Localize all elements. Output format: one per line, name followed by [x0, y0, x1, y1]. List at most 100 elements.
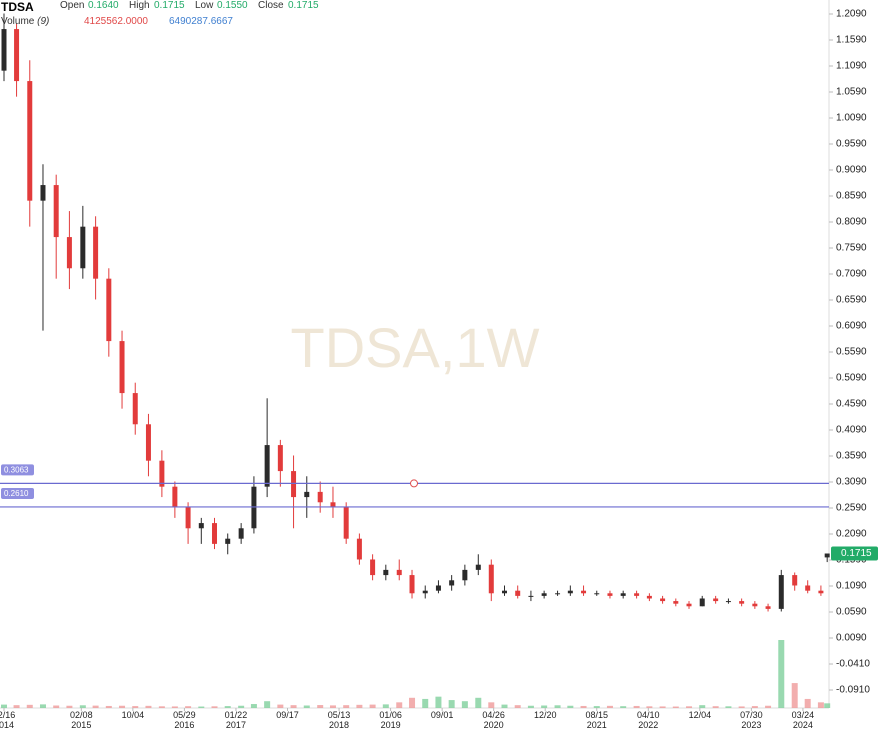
volume-bar [751, 706, 758, 708]
candle-body [132, 393, 138, 425]
y-tick-label: 0.9090 [836, 165, 867, 176]
y-tick-label: 0.3590 [836, 451, 867, 462]
candle-body [699, 598, 705, 607]
ohlc-name: Low [195, 0, 214, 11]
candle-body [383, 569, 389, 576]
candle-body [475, 564, 481, 570]
volume-bar [145, 705, 152, 708]
volume-bar [1, 704, 7, 708]
volume-bar [211, 706, 218, 708]
y-tick-label: 1.1590 [836, 35, 867, 46]
candle-body [607, 593, 613, 596]
candle-body [449, 580, 455, 586]
candle-body [317, 491, 323, 503]
y-tick-label: 0.8590 [836, 191, 867, 202]
candle-body [238, 528, 244, 539]
x-tick-label: 02/08 2015 [70, 710, 93, 729]
candle-body [356, 538, 362, 560]
volume-bar [567, 705, 574, 708]
volume-bar [119, 705, 126, 708]
volume-bar [725, 706, 732, 708]
volume-bar [277, 704, 284, 708]
candle-body [824, 553, 830, 558]
candle-body [462, 569, 468, 581]
x-tick-label: 12/20 [533, 710, 557, 720]
candle-body [528, 595, 534, 597]
y-tick-label: 0.3090 [836, 477, 867, 488]
candle-body [40, 185, 46, 201]
ohlc-value: 0.1550 [217, 0, 248, 11]
candle-body [80, 226, 86, 269]
candle-body [435, 585, 441, 591]
y-tick-label: 1.0090 [836, 113, 867, 124]
line-label-box [1, 487, 34, 499]
volume-ma-value: 6490287.6667 [169, 16, 233, 27]
y-tick-label: 0.7590 [836, 243, 867, 254]
volume-bar [593, 706, 600, 708]
volume-bar [185, 706, 192, 708]
candle-body [686, 603, 692, 607]
volume-bar [396, 702, 403, 708]
candle-body [805, 585, 811, 591]
y-tick-label: 0.5590 [836, 347, 867, 358]
volume-bar [824, 703, 831, 708]
volume-bar [514, 705, 521, 708]
x-tick-label: 05/13 2018 [327, 710, 351, 729]
volume-bar [317, 705, 324, 708]
x-tick-label: 09/17 [276, 710, 299, 720]
volume-bar [92, 705, 99, 708]
y-tick-label: 0.0090 [836, 633, 867, 644]
candle-body [752, 603, 758, 607]
candle-body [620, 593, 626, 596]
y-tick-label: 0.4090 [836, 425, 867, 436]
volume-bar [303, 705, 310, 708]
volume-bar [13, 705, 20, 708]
volume-value: 4125562.0000 [84, 16, 148, 27]
x-tick-label: 03/24 2024 [791, 710, 815, 729]
y-tick-label: 1.2090 [836, 9, 867, 20]
candle-body [594, 593, 600, 595]
candle-body [488, 564, 494, 594]
volume-bar [475, 697, 482, 708]
x-tick-label: 10/04 [121, 710, 145, 720]
volume-bar [382, 704, 389, 708]
ohlc-name: Close [258, 0, 284, 11]
candle-body [172, 486, 178, 508]
candle-body [330, 502, 336, 508]
candle-body [567, 590, 573, 594]
x-tick-label: 01/06 2019 [379, 710, 402, 729]
candle-body [581, 590, 587, 594]
candle-body [264, 445, 270, 487]
y-tick-label: 0.2590 [836, 503, 867, 514]
candle-body [27, 81, 33, 201]
candle-body [422, 590, 428, 594]
volume-bar [448, 700, 455, 708]
volume-period: (9) [37, 16, 50, 27]
x-tick-label: 04/10 2022 [637, 710, 660, 729]
ohlc-name: Open [60, 0, 85, 11]
x-tick-label: 01/22 2017 [224, 710, 248, 729]
candle-body [725, 601, 731, 603]
last-price-box [831, 546, 878, 561]
last-price-label: 0.1715 [841, 548, 872, 559]
volume-bar [817, 702, 824, 708]
volume-bar [554, 705, 561, 708]
y-tick-label: 0.6090 [836, 321, 867, 332]
candle-body [765, 606, 771, 609]
candle-body [541, 593, 547, 596]
volume-bar [672, 706, 679, 708]
volume-bar [646, 706, 653, 708]
line-label: 0.2610 [4, 489, 29, 498]
volume-bar [250, 704, 257, 708]
candle-body [93, 226, 99, 279]
x-tick-label: 05/29 2016 [173, 710, 196, 729]
candle-body [409, 575, 415, 594]
volume-name: Volume [1, 16, 35, 27]
volume-bar [580, 705, 587, 708]
volume-bar [791, 683, 798, 708]
candle-body [660, 598, 666, 602]
volume-bar [105, 705, 112, 708]
volume-bar [435, 696, 442, 708]
